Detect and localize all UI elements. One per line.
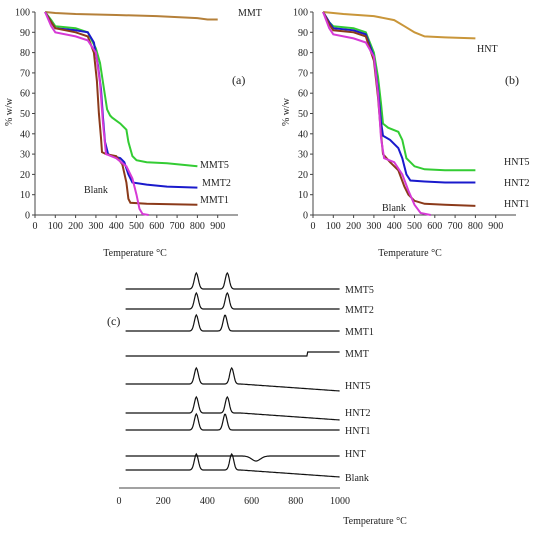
panel-b-series-label-hnt1: HNT1 xyxy=(504,199,530,210)
panel-b-x-tick-label: 300 xyxy=(366,221,381,232)
panel-c-x-tick-label: 800 xyxy=(288,496,303,507)
panel-b-x-tick-label: 0 xyxy=(311,221,316,232)
panel-a-series-mmt5 xyxy=(44,11,198,168)
panel-c-series-mmt2 xyxy=(125,291,340,310)
panel-b-series-blank xyxy=(322,11,431,216)
panel-c-series-label-mmt1: MMT1 xyxy=(345,327,374,338)
panel-a-series-mmt1 xyxy=(44,11,198,206)
panel-c-x-tick-label: 200 xyxy=(156,496,171,507)
panel-a-series-blank xyxy=(44,11,149,216)
panel-b-y-axis-label: % w/w xyxy=(281,97,292,126)
panel-c-series-label-hnt2: HNT2 xyxy=(345,408,371,419)
panel-a-y-tick-label: 100 xyxy=(15,8,30,19)
panel-a-series-label-mmt: MMT xyxy=(238,8,262,19)
panel-c-series-mmt xyxy=(125,351,340,357)
panel-c-series-hnt5 xyxy=(125,366,340,392)
panel-b-series-hnt xyxy=(323,11,476,40)
panel-a-y-tick-label: 10 xyxy=(20,190,30,201)
panel-a-y-tick-label: 30 xyxy=(20,150,30,161)
panel-c-x-axis-label: Temperature °C xyxy=(343,516,407,527)
panel-a-y-tick-label: 90 xyxy=(20,28,30,39)
panel-a-y-tick-label: 20 xyxy=(20,170,30,181)
panel-a-label: (a) xyxy=(232,73,245,87)
panel-b-series-label-hnt5: HNT5 xyxy=(504,157,530,168)
panel-a-x-tick-label: 300 xyxy=(88,221,103,232)
panel-c-series-hnt1 xyxy=(125,412,340,431)
panel-a-x-tick-label: 700 xyxy=(170,221,185,232)
panel-b-label: (b) xyxy=(505,73,519,87)
panel-b-y-tick-label: 100 xyxy=(293,8,308,19)
panel-a-series-label-blank: Blank xyxy=(84,185,108,196)
panel-c-x-tick-label: 600 xyxy=(244,496,259,507)
panel-b-x-tick-label: 700 xyxy=(448,221,463,232)
panel-a-x-tick-label: 800 xyxy=(190,221,205,232)
panel-a-y-tick-label: 50 xyxy=(20,109,30,120)
panel-a-y-tick-label: 80 xyxy=(20,48,30,59)
panel-b-y-tick-label: 80 xyxy=(298,48,308,59)
panel-b-y-tick-label: 0 xyxy=(303,211,308,222)
panel-b-series-hnt2 xyxy=(322,11,476,184)
panel-a-x-tick-label: 200 xyxy=(68,221,83,232)
panel-b-series-label-blank: Blank xyxy=(382,203,406,214)
panel-a-y-tick-label: 70 xyxy=(20,68,30,79)
panel-b-y-tick-label: 50 xyxy=(298,109,308,120)
panel-c-series-mmt5 xyxy=(125,271,340,290)
panel-a-x-axis-label: Temperature °C xyxy=(103,248,167,259)
panel-c-series-mmt1 xyxy=(125,313,340,332)
panel-b-y-tick-label: 30 xyxy=(298,150,308,161)
panel-a: % w/w Temperature °C (a) 0 10 20 30 40 50 60 70… xyxy=(4,8,262,260)
panel-a-y-tick-label: 60 xyxy=(20,89,30,100)
panel-c-series-label-hnt1: HNT1 xyxy=(345,426,371,437)
panel-c-series-label-hnt5: HNT5 xyxy=(345,381,371,392)
panel-b-x-tick-label: 900 xyxy=(488,221,503,232)
panel-a-x-tick-label: 900 xyxy=(210,221,225,232)
panel-a-x-tick-label: 0 xyxy=(33,221,38,232)
panel-b-y-tick-label: 90 xyxy=(298,28,308,39)
panel-c: Temperature °C (c) 0 200 400 600 800 1000 MMT5… xyxy=(107,271,407,527)
panel-b: % w/w Temperature °C (b) 0 10 20 30 40 50 60 70… xyxy=(281,8,530,260)
panel-b-series-hnt5 xyxy=(322,11,476,172)
panel-b-x-tick-label: 600 xyxy=(427,221,442,232)
panel-b-x-tick-label: 200 xyxy=(346,221,361,232)
panel-a-x-tick-label: 400 xyxy=(109,221,124,232)
panel-a-series-label-mmt2: MMT2 xyxy=(202,178,231,189)
panel-b-x-axis-label: Temperature °C xyxy=(378,248,442,259)
panel-b-y-tick-label: 20 xyxy=(298,170,308,181)
panel-b-x-tick-label: 800 xyxy=(468,221,483,232)
panel-a-series-label-mmt1: MMT1 xyxy=(200,195,229,206)
panel-a-x-tick-label: 500 xyxy=(129,221,144,232)
panel-a-series-label-mmt5: MMT5 xyxy=(200,160,229,171)
panel-a-y-tick-label: 40 xyxy=(20,129,30,140)
panel-b-series-label-hnt2: HNT2 xyxy=(504,178,530,189)
panel-c-series-label-mmt5: MMT5 xyxy=(345,285,374,296)
panel-b-x-tick-label: 400 xyxy=(387,221,402,232)
panel-c-series-label-mmt: MMT xyxy=(345,349,369,360)
panel-a-series-mmt xyxy=(45,11,218,21)
panel-b-series-label-hnt: HNT xyxy=(477,44,498,55)
panel-c-label: (c) xyxy=(107,314,120,328)
panel-a-x-tick-label: 100 xyxy=(48,221,63,232)
panel-b-series-hnt1 xyxy=(322,11,476,207)
panel-b-y-tick-label: 40 xyxy=(298,129,308,140)
panel-a-y-axis-label: % w/w xyxy=(4,97,15,126)
panel-c-series-label-hnt: HNT xyxy=(345,449,366,460)
panel-c-x-tick-label: 0 xyxy=(117,496,122,507)
panel-c-x-tick-label: 1000 xyxy=(330,496,350,507)
panel-b-y-tick-label: 70 xyxy=(298,68,308,79)
panel-c-x-tick-label: 400 xyxy=(200,496,215,507)
panel-b-x-tick-label: 100 xyxy=(326,221,341,232)
panel-b-y-tick-label: 60 xyxy=(298,89,308,100)
panel-c-series-hnt2 xyxy=(125,395,340,421)
panel-c-series-label-blank: Blank xyxy=(345,473,369,484)
panel-c-series-label-mmt2: MMT2 xyxy=(345,305,374,316)
panel-c-series-blank xyxy=(125,452,340,478)
panel-b-y-tick-label: 10 xyxy=(298,190,308,201)
panel-a-y-tick-label: 0 xyxy=(25,211,30,222)
panel-a-x-tick-label: 600 xyxy=(149,221,164,232)
panel-b-x-tick-label: 500 xyxy=(407,221,422,232)
panel-b-axes xyxy=(312,12,516,216)
